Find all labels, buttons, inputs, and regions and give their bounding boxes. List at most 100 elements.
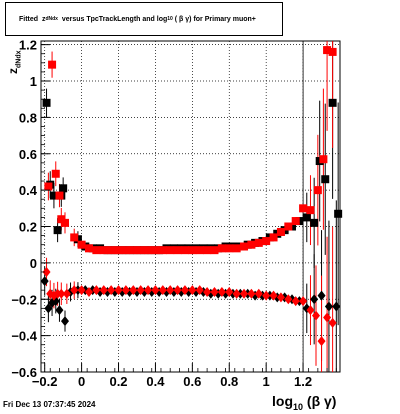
red-square-point [240,242,249,251]
red-diamond-point [328,317,337,328]
black-diamond-point [60,316,69,327]
red-square-point [254,238,263,247]
red-square-point [136,246,145,255]
red-diamond-point [84,286,93,297]
y-tick-label: 0.8 [19,110,37,125]
red-square-point [313,186,322,195]
plot-frame [40,40,341,373]
red-square-point [48,60,57,69]
red-square-point [77,240,86,249]
red-diamond-point [158,285,167,296]
red-square-point [180,246,189,255]
black-diamond-point [317,290,326,301]
red-square-point [60,218,69,227]
x-tick-label: 1.2 [294,374,312,389]
red-diamond-point [232,288,241,299]
red-diamond-point [312,310,321,321]
red-diamond-point [217,286,226,297]
red-square-point [51,169,60,178]
y-tick-label: 0.4 [19,183,38,198]
red-square-point [225,244,234,253]
black-square-point [53,226,62,235]
y-axis-label: zdNdx [6,51,22,75]
title-log-sub: 10 [167,16,173,22]
red-square-point [84,244,93,253]
red-square-point [210,246,219,255]
y-tick-label: −0.6 [11,365,37,380]
title-z-sub: dNdx [45,16,58,22]
red-diamond-point [276,292,285,303]
chart-title-box: Fitted z dNdx versus TpcTrackLength and l… [5,2,283,36]
red-square-point [269,233,278,242]
red-square-point [328,47,337,56]
y-label-main: z [6,68,20,74]
black-square-point [49,191,58,200]
red-square-point [92,246,101,255]
y-tick-label: −0.4 [11,329,37,344]
red-diamond-point [247,288,256,299]
red-diamond-point [92,285,101,296]
red-square-point [55,191,64,200]
red-diamond-point [129,285,138,296]
red-square-point [299,204,308,213]
red-diamond-point [42,266,51,277]
red-diamond-point [70,285,79,296]
red-diamond-point [121,285,130,296]
x-tick-label: 0.8 [220,374,238,389]
red-square-point [114,246,123,255]
y-label-sub: dNdx [15,50,23,69]
x-tick-label: 0.2 [109,374,127,389]
red-diamond-point [323,312,332,323]
black-diamond-point [44,303,53,314]
red-diamond-point [210,286,219,297]
red-diamond-point [62,288,71,299]
red-diamond-point [262,290,271,301]
red-square-point [188,246,197,255]
red-square-point [129,246,138,255]
red-square-point [323,46,332,55]
black-square-point [334,209,343,218]
black-square-point [321,175,330,184]
red-square-point [291,217,300,226]
title-z: z [41,15,46,23]
grid-lines [41,41,340,372]
red-diamond-point [136,285,145,296]
black-square-point [328,98,337,107]
red-square-point [173,246,182,255]
red-diamond-point [188,285,197,296]
x-label-sub: 10 [293,401,304,412]
x-tick-label: 0.6 [183,374,201,389]
red-square-point [262,237,271,246]
y-tick-label: 0.6 [19,147,37,162]
black-square-point [59,184,68,193]
y-tick-label: 0.2 [19,220,37,235]
red-diamond-point [299,296,308,307]
red-square-point [247,240,256,249]
red-diamond-point [144,285,153,296]
title-prefix: Fitted [19,15,39,23]
red-square-point [232,244,241,253]
red-diamond-point [77,285,86,296]
title-middle: versus TpcTrackLength and log [61,15,168,23]
timestamp: Fri Dec 13 07:37:45 2024 [3,400,96,409]
black-diamond-point [324,301,333,312]
red-diamond-point [240,288,249,299]
red-square-point [107,246,116,255]
red-diamond-point [180,285,189,296]
red-square-point [158,246,167,255]
x-label-main: log [272,393,293,409]
red-diamond-point [254,288,263,299]
red-square-point [276,227,285,236]
red-diamond-point [203,286,212,297]
red-diamond-point [269,290,278,301]
red-square-point [44,182,53,191]
red-diamond-point [284,294,293,305]
axis-ticks [40,44,337,373]
y-tick-label: 0 [30,256,37,271]
red-diamond-point [151,285,160,296]
black-square-point [302,213,311,222]
red-square-point [203,246,212,255]
red-square-point [195,246,204,255]
red-square-point [217,244,226,253]
error-bars [44,41,339,372]
